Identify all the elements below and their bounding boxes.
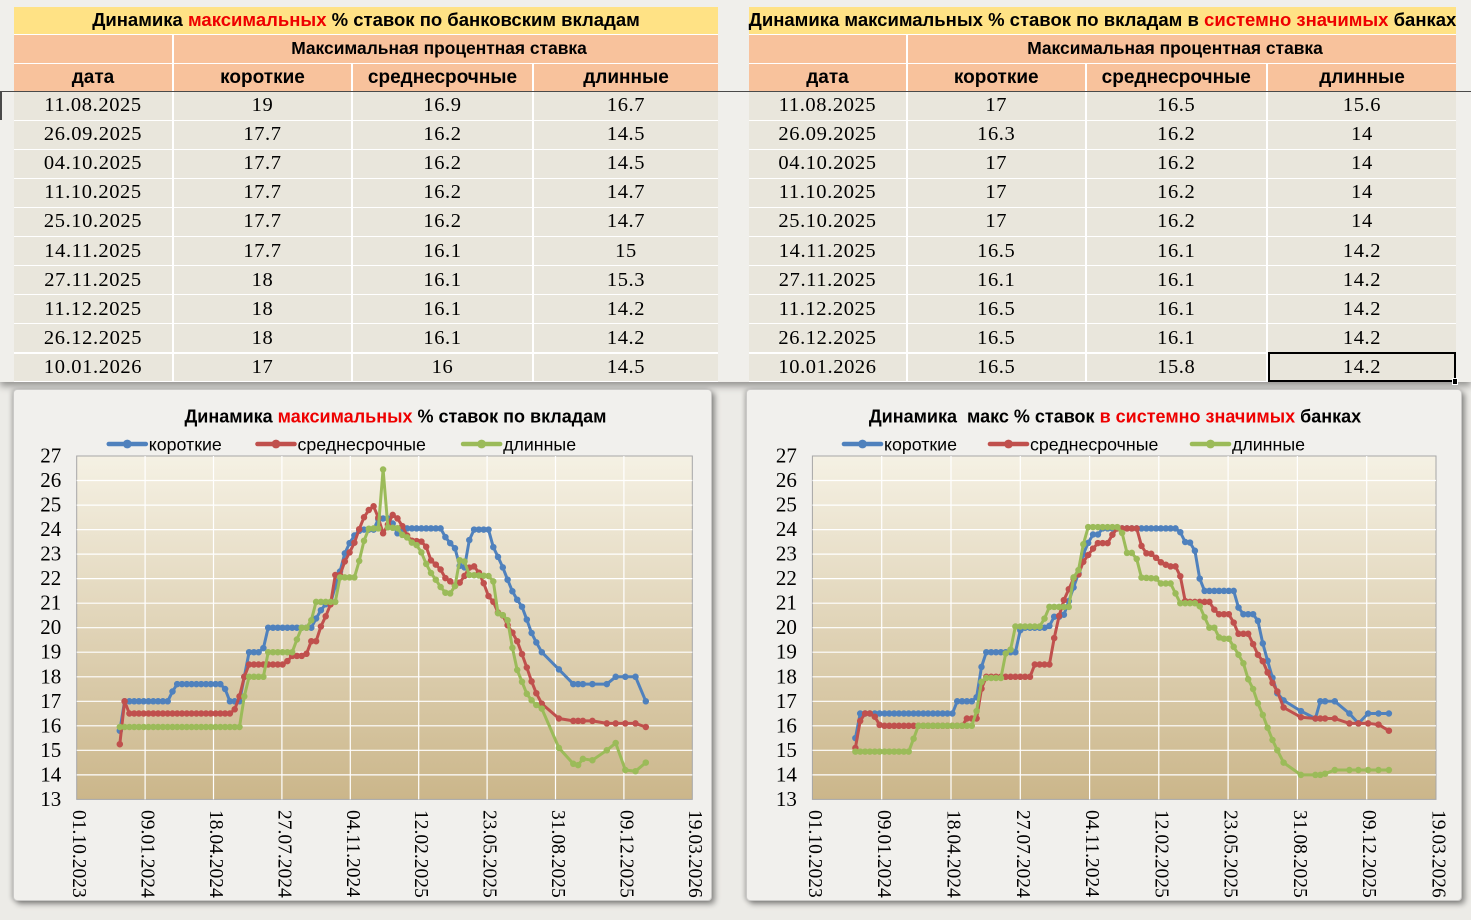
svg-text:13: 13 bbox=[40, 787, 61, 811]
svg-text:25: 25 bbox=[40, 493, 61, 517]
svg-text:короткие: короткие bbox=[884, 435, 957, 455]
svg-text:Динамика макс % ставок в сист: Динамика макс % ставок в системно значим… bbox=[869, 407, 1361, 427]
svg-text:01.10.2023: 01.10.2023 bbox=[804, 810, 825, 898]
svg-text:23: 23 bbox=[40, 542, 61, 566]
svg-text:09.01.2024: 09.01.2024 bbox=[873, 810, 894, 898]
svg-text:14: 14 bbox=[776, 762, 798, 786]
svg-text:04.11.2024: 04.11.2024 bbox=[1081, 810, 1102, 897]
svg-text:22: 22 bbox=[776, 566, 797, 590]
svg-text:27.07.2024: 27.07.2024 bbox=[1012, 810, 1033, 898]
svg-text:17: 17 bbox=[40, 689, 61, 713]
svg-text:01.10.2023: 01.10.2023 bbox=[68, 810, 89, 898]
svg-text:19: 19 bbox=[40, 640, 61, 664]
svg-text:18.04.2024: 18.04.2024 bbox=[205, 810, 226, 898]
svg-text:среднесрочные: среднесрочные bbox=[1030, 435, 1159, 455]
svg-text:длинные: длинные bbox=[1232, 435, 1305, 455]
svg-text:16: 16 bbox=[40, 713, 61, 737]
svg-text:04.11.2024: 04.11.2024 bbox=[341, 810, 362, 897]
svg-text:12.02.2025: 12.02.2025 bbox=[410, 810, 431, 898]
svg-text:короткие: короткие bbox=[148, 435, 221, 455]
svg-text:23: 23 bbox=[776, 542, 797, 566]
svg-text:25: 25 bbox=[776, 493, 797, 517]
svg-text:23.05.2025: 23.05.2025 bbox=[1220, 810, 1241, 898]
svg-text:18: 18 bbox=[40, 664, 61, 688]
svg-text:16: 16 bbox=[776, 713, 797, 737]
svg-text:13: 13 bbox=[776, 787, 797, 811]
svg-text:21: 21 bbox=[40, 591, 61, 615]
svg-text:31.08.2025: 31.08.2025 bbox=[547, 810, 568, 898]
svg-text:19.03.2026: 19.03.2026 bbox=[1428, 810, 1449, 898]
svg-text:27: 27 bbox=[40, 444, 61, 468]
svg-text:19: 19 bbox=[776, 640, 797, 664]
svg-text:09.01.2024: 09.01.2024 bbox=[136, 810, 157, 898]
svg-text:Динамика максимальных % ставок: Динамика максимальных % ставок по вклада… bbox=[184, 407, 606, 427]
svg-text:среднесрочные: среднесрочные bbox=[297, 435, 426, 455]
svg-text:14: 14 bbox=[40, 762, 62, 786]
svg-text:27.07.2024: 27.07.2024 bbox=[273, 810, 294, 898]
svg-text:09.12.2025: 09.12.2025 bbox=[615, 810, 636, 898]
svg-text:09.12.2025: 09.12.2025 bbox=[1358, 810, 1379, 898]
svg-text:21: 21 bbox=[776, 591, 797, 615]
svg-text:20: 20 bbox=[776, 615, 797, 639]
svg-text:20: 20 bbox=[40, 615, 61, 639]
svg-text:31.08.2025: 31.08.2025 bbox=[1289, 810, 1310, 898]
svg-text:19.03.2026: 19.03.2026 bbox=[683, 810, 704, 898]
svg-text:15: 15 bbox=[40, 738, 61, 762]
svg-text:15: 15 bbox=[776, 738, 797, 762]
svg-text:18: 18 bbox=[776, 664, 797, 688]
svg-text:23.05.2025: 23.05.2025 bbox=[478, 810, 499, 898]
svg-text:26: 26 bbox=[40, 468, 61, 492]
svg-text:24: 24 bbox=[776, 517, 798, 541]
svg-text:24: 24 bbox=[40, 517, 62, 541]
svg-text:26: 26 bbox=[776, 468, 797, 492]
svg-text:27: 27 bbox=[776, 444, 797, 468]
svg-text:17: 17 bbox=[776, 689, 797, 713]
svg-text:длинные: длинные bbox=[503, 435, 576, 455]
svg-text:12.02.2025: 12.02.2025 bbox=[1150, 810, 1171, 898]
svg-text:18.04.2024: 18.04.2024 bbox=[943, 810, 964, 898]
svg-text:22: 22 bbox=[40, 566, 61, 590]
